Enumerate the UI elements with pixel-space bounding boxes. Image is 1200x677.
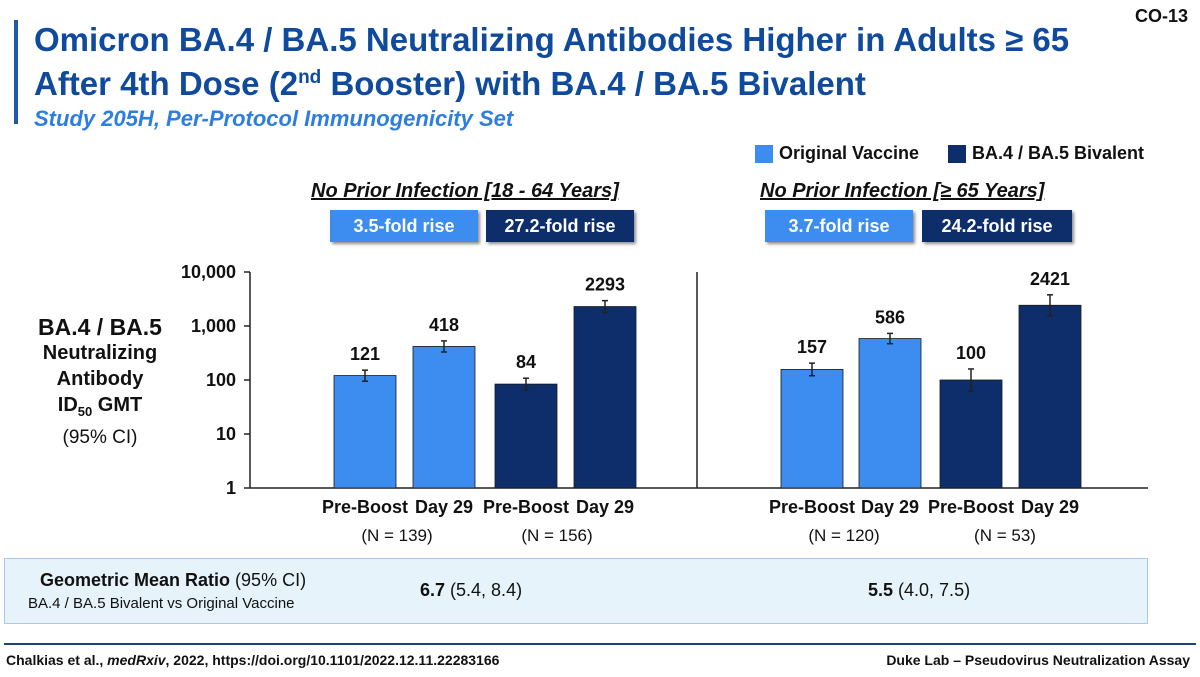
panel-2-n-bivalent: (N = 53) [974,526,1036,545]
panel-1-title: No Prior Infection [18 - 64 Years] [311,180,619,202]
y-axis-id-text: ID [57,394,78,416]
citation-doi: , 2022, https://doi.org/10.1101/2022.12.… [165,652,500,668]
x-tick-label: Day 29 [576,497,634,517]
y-axis-title-line4: ID50 GMT [10,392,190,425]
y-axis-id-subscript: 50 [77,404,93,419]
title-accent-bar [14,20,18,124]
bar-p1-2 [412,346,476,489]
panel-1-fold-bivalent: 27.2-fold rise [486,210,634,242]
gmr-value-1: 6.7 [420,580,446,600]
gmr-value-panel-1: 6.7 (5.4, 8.4) [420,580,522,601]
slide-id: CO-13 [1134,6,1188,26]
legend-swatch-bivalent [948,144,966,163]
title-superscript: nd [298,67,322,88]
title-part1: Omicron BA.4 / BA.5 Neutralizing Antibod… [34,21,1070,102]
gmr-label-bold: Geometric Mean Ratio [40,570,231,590]
x-tick-label: Pre-Boost [769,497,855,517]
y-tick-label: 10,000 [181,262,236,282]
footer-divider [4,643,1196,645]
title-part2: Booster) with BA.4 / BA.5 Bivalent [321,65,866,102]
bar-p2-1 [780,369,844,489]
y-axis-title-line2: Neutralizing [42,342,158,364]
data-label: 121 [350,344,380,364]
slide-subtitle: Study 205H, Per-Protocol Immunogenicity … [34,106,514,131]
bar-p2-3 [939,379,1003,489]
legend-label-bivalent: BA.4 / BA.5 Bivalent [972,143,1145,163]
bar-p1-4 [573,306,637,489]
gmr-sublabel: BA.4 / BA.5 Bivalent vs Original Vaccine [28,595,295,612]
gmr-ci-2: (4.0, 7.5) [893,580,971,600]
citation-journal: medRxiv [107,652,166,668]
bar-p2-2 [858,338,922,489]
data-label: 84 [516,352,536,372]
gmr-table [4,558,1148,624]
bar-p2-4 [1018,304,1082,489]
data-label: 100 [956,343,986,363]
gmr-label-ci: (95% CI) [230,570,307,590]
data-label: 418 [429,315,459,335]
data-label: 2421 [1030,269,1070,289]
x-tick-label: Pre-Boost [322,497,408,517]
panel-2-fold-original: 3.7-fold rise [765,210,913,242]
y-tick-label: 1 [226,478,236,498]
y-axis-title-line1: BA.4 / BA.5 [38,314,162,340]
x-tick-label: Pre-Boost [928,497,1014,517]
gmr-ci-1: (5.4, 8.4) [445,580,523,600]
x-tick-label: Day 29 [861,497,919,517]
data-label: 586 [875,307,905,327]
legend-item-bivalent: BA.4 / BA.5 Bivalent [948,143,1144,164]
x-tick-label: Day 29 [415,497,473,517]
panel-2-n-original: (N = 120) [808,526,880,545]
citation: Chalkias et al., medRxiv, 2022, https://… [6,652,499,668]
y-axis-title-line5: (95% CI) [62,427,138,448]
bar-p1-3 [494,383,558,489]
gmr-label: Geometric Mean Ratio (95% CI) [40,570,306,591]
legend-item-original: Original Vaccine [755,143,919,164]
x-tick-label: Day 29 [1021,497,1079,517]
y-axis-gmt-text: GMT [92,394,143,416]
y-tick-label: 100 [206,370,236,390]
legend-label-original: Original Vaccine [779,143,920,163]
slide-title: Omicron BA.4 / BA.5 Neutralizing Antibod… [34,18,1124,106]
panel-1-fold-original: 3.5-fold rise [330,210,478,242]
panel-2-fold-bivalent: 24.2-fold rise [922,210,1072,242]
y-axis-title-line3: Antibody [56,368,144,390]
legend-swatch-original [755,144,773,163]
gmr-value-panel-2: 5.5 (4.0, 7.5) [868,580,970,601]
assay-source: Duke Lab – Pseudovirus Neutralization As… [886,652,1190,668]
bar-p1-1 [333,375,397,489]
gmr-value-2: 5.5 [868,580,894,600]
citation-authors: Chalkias et al., [6,652,108,668]
panel-2-title: No Prior Infection [≥ 65 Years] [760,180,1045,202]
data-label: 2293 [585,275,625,295]
panel-1-n-original: (N = 139) [361,526,433,545]
panel-1-n-bivalent: (N = 156) [521,526,593,545]
y-tick-label: 10 [216,424,236,444]
y-tick-label: 1,000 [191,316,236,336]
data-label: 157 [797,337,827,357]
y-axis-title: BA.4 / BA.5 Neutralizing Antibody ID50 G… [10,314,190,451]
x-tick-label: Pre-Boost [483,497,569,517]
